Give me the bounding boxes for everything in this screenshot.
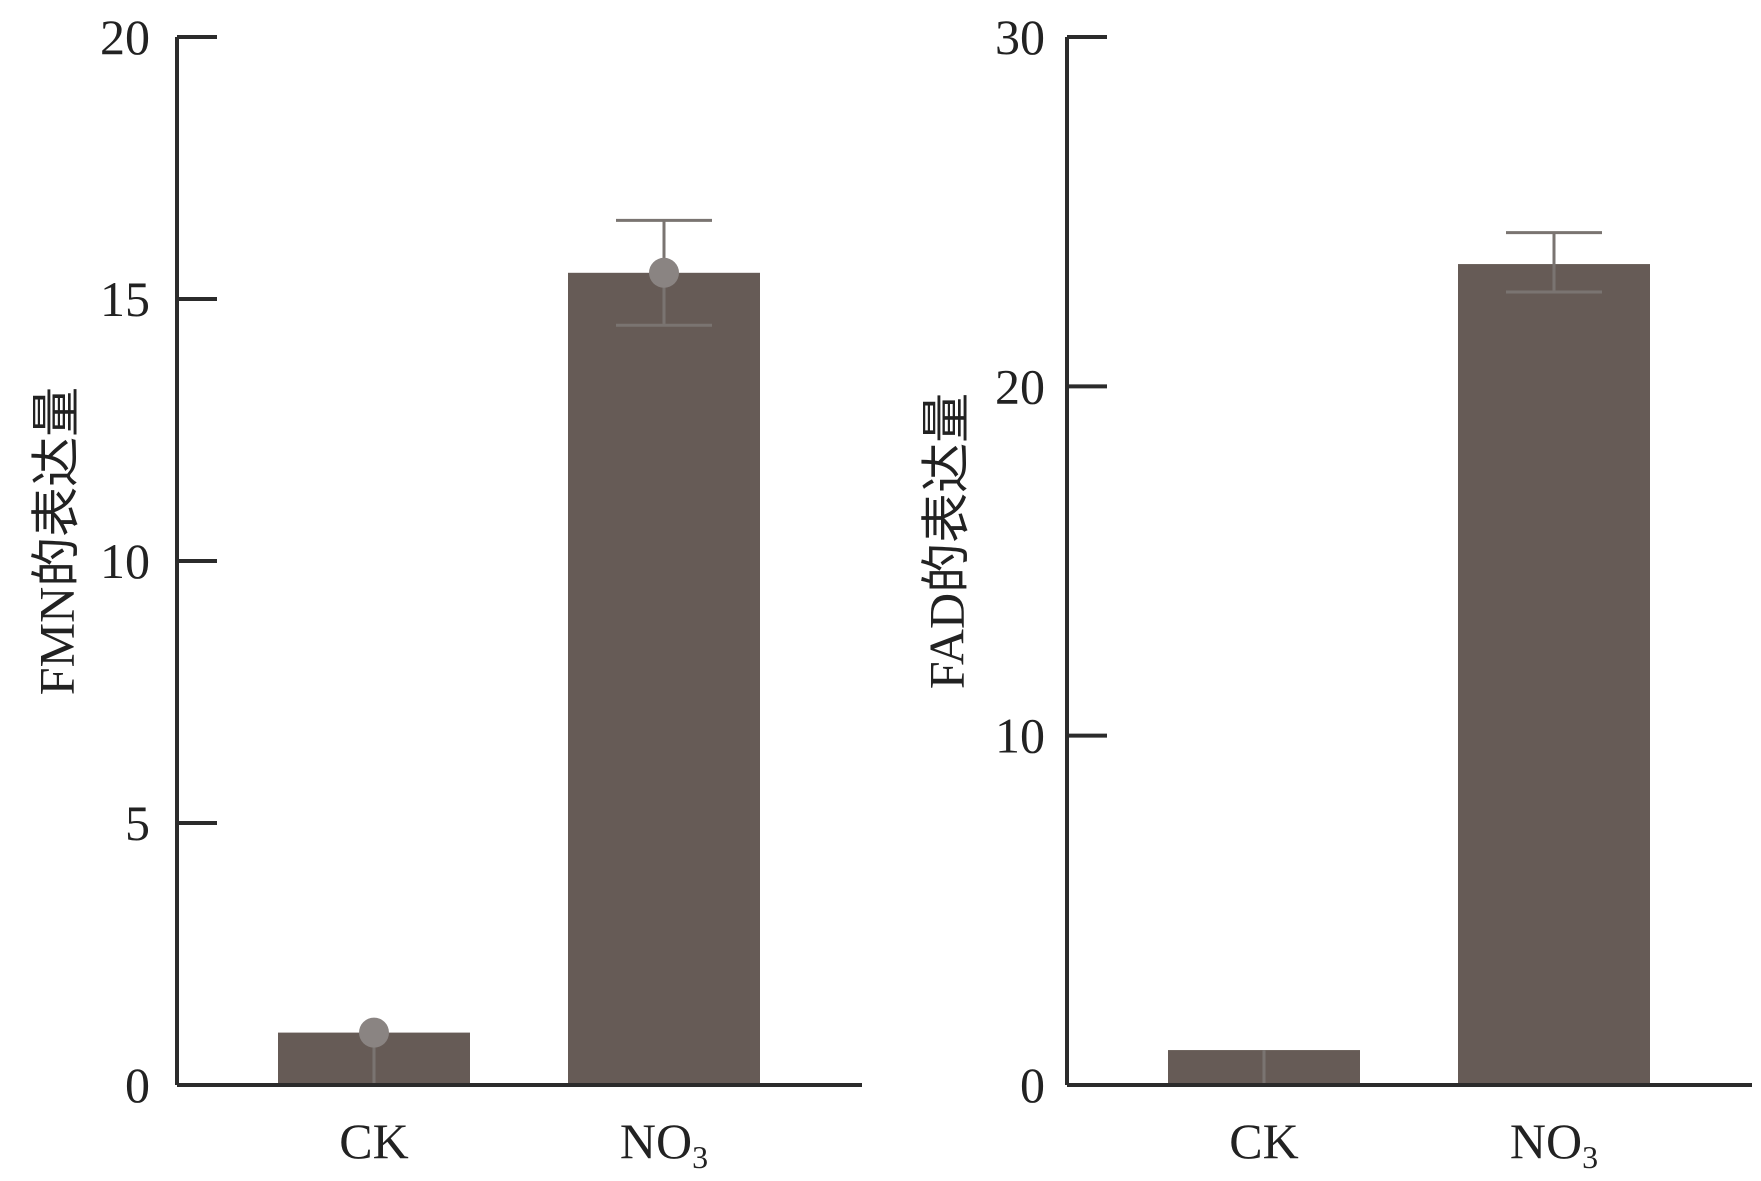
- y-tick-label: 10: [100, 533, 150, 589]
- data-point-ck: [359, 1017, 389, 1048]
- y-tick-label: 20: [995, 358, 1045, 414]
- y-axis-label: FMN的表达量: [28, 387, 84, 695]
- y-tick-label: 30: [995, 9, 1045, 65]
- chart-panel-2: 0 10 20 30 CK NO3 FAD的表达量: [918, 9, 1752, 1175]
- data-point-no3: [649, 257, 679, 288]
- y-tick-label: 0: [125, 1057, 150, 1113]
- bar-no3: [568, 272, 760, 1085]
- y-tick-label: 15: [100, 271, 150, 327]
- chart-panel-1: 0 5 10 15 20 CK NO3 FMN的表达量: [28, 9, 862, 1175]
- y-tick-label: 20: [100, 9, 150, 65]
- bar-no3: [1458, 264, 1650, 1086]
- x-tick-label: CK: [1229, 1113, 1298, 1169]
- x-tick-label: CK: [339, 1113, 408, 1169]
- y-tick-label: 10: [995, 708, 1045, 764]
- x-tick-label: NO3: [1510, 1113, 1598, 1175]
- y-tick-label: 0: [1020, 1057, 1045, 1113]
- y-tick-label: 5: [125, 795, 150, 851]
- error-bar-no3: [1506, 231, 1602, 294]
- x-tick-label: NO3: [620, 1113, 708, 1175]
- y-axis-label: FAD的表达量: [918, 393, 974, 689]
